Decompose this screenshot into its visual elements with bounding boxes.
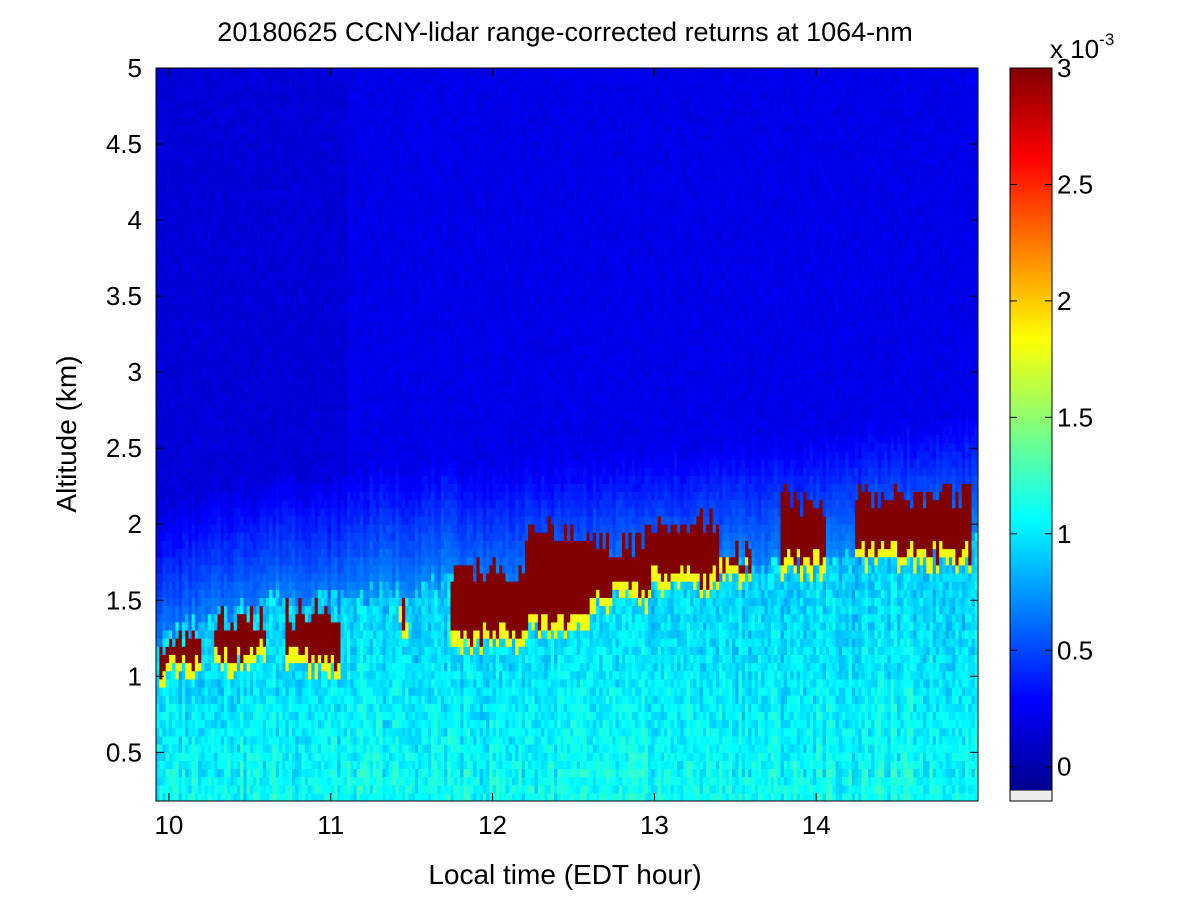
chart-title: 20180625 CCNY-lidar range-corrected retu…: [217, 17, 912, 47]
heatmap-image: [156, 68, 979, 802]
plot-area: 10 11 12 13 14 0.511.522.533.544.55: [106, 53, 979, 840]
